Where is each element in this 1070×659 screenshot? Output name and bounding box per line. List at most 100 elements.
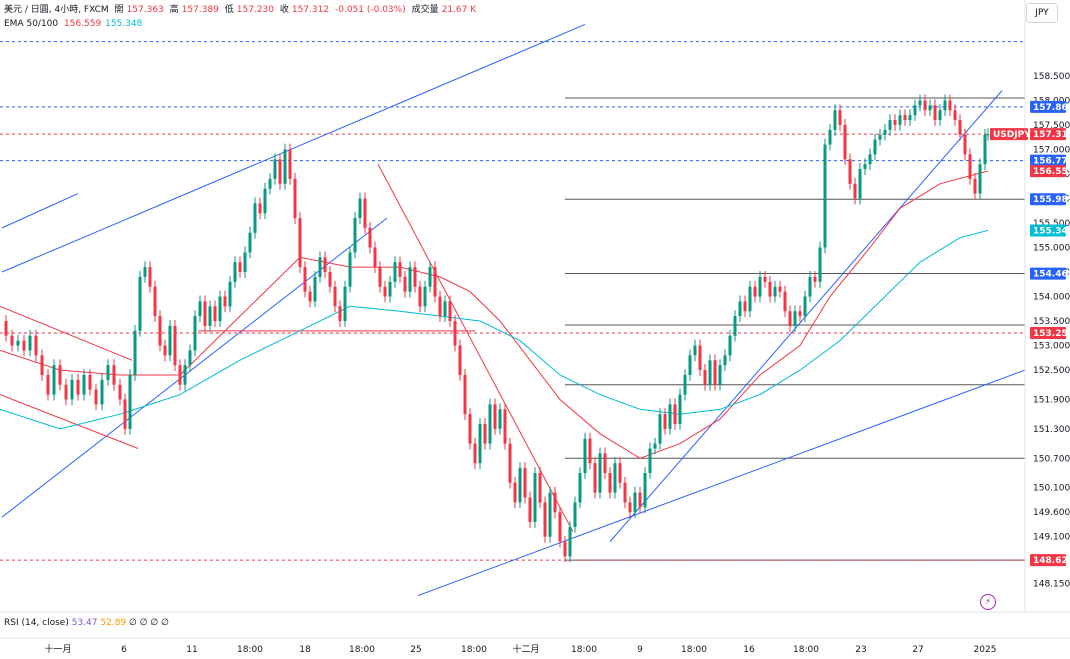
candle-body xyxy=(398,262,402,277)
price-tag-3 xyxy=(1030,165,1066,178)
candle-body xyxy=(948,100,952,111)
candle-body xyxy=(263,188,267,214)
candle-body xyxy=(763,276,767,282)
symbol-legend: 美元 / 日圓, 4小時, FXCM 開 157.363 高 157.389 低 15… xyxy=(4,4,479,16)
candle-body xyxy=(903,115,907,121)
candle-body xyxy=(563,541,567,557)
candle-body xyxy=(863,164,867,170)
candle-body xyxy=(888,120,892,130)
candle-body xyxy=(133,330,137,375)
candle-body xyxy=(843,124,847,160)
candle-body xyxy=(678,394,682,424)
high-value: 157.389 xyxy=(181,5,219,15)
candle-body xyxy=(323,257,327,273)
candle-body xyxy=(628,502,632,513)
flash-icon[interactable]: ⚡ xyxy=(980,594,996,610)
candle-body xyxy=(723,355,727,366)
price-tag-label: 155.348 xyxy=(1033,226,1070,236)
candle-body xyxy=(10,335,14,346)
candle-body xyxy=(153,286,157,317)
candle-body xyxy=(52,365,56,395)
candle-body xyxy=(718,365,722,385)
y-tick-label: 155.500 xyxy=(1033,219,1070,229)
candle-body xyxy=(248,232,252,253)
candle-body xyxy=(933,105,937,121)
candle-body xyxy=(703,370,707,385)
candle-body xyxy=(100,379,104,405)
price-tag-label: 157.869 xyxy=(1033,103,1070,113)
trendline-7 xyxy=(377,163,574,533)
y-tick-label: 150.700 xyxy=(1033,454,1070,464)
x-tick-label: 18:00 xyxy=(793,645,819,655)
candle-body xyxy=(208,306,212,326)
candle-body xyxy=(173,325,177,366)
price-tag-0 xyxy=(1030,100,1066,113)
candle-body xyxy=(128,374,132,429)
candle-body xyxy=(393,262,397,282)
ema50-line xyxy=(0,170,989,459)
candle-body xyxy=(978,164,982,194)
candle-body xyxy=(238,262,242,273)
candle-body xyxy=(358,198,362,219)
x-tick-label: 18:00 xyxy=(349,645,375,655)
y-tick-label: 150.100 xyxy=(1033,484,1070,494)
price-tag-label: 157.312 xyxy=(1033,130,1070,140)
candle-body xyxy=(983,134,987,165)
candle-body xyxy=(106,365,110,380)
candle-body xyxy=(568,526,572,557)
x-tick-label: 11 xyxy=(186,645,197,655)
candle-body xyxy=(34,335,38,356)
open-value: 157.363 xyxy=(126,5,164,15)
candle-body xyxy=(753,286,757,297)
candle-body xyxy=(708,360,712,385)
candle-body xyxy=(553,492,557,513)
y-tick-label: 151.900 xyxy=(1033,395,1070,405)
candle-body xyxy=(548,492,552,537)
low-value: 157.230 xyxy=(236,5,274,15)
candle-body xyxy=(858,169,862,199)
candle-body xyxy=(918,100,922,106)
candle-body xyxy=(258,203,262,214)
candle-body xyxy=(673,404,677,424)
candle-body xyxy=(138,276,142,331)
candle-body xyxy=(163,345,167,356)
candle-body xyxy=(453,321,457,346)
candle-body xyxy=(668,404,672,429)
candle-body xyxy=(123,399,127,429)
candle-body xyxy=(478,423,482,464)
candle-body xyxy=(598,453,602,493)
candle-body xyxy=(473,443,477,464)
candle-body xyxy=(768,281,772,297)
ema100-line xyxy=(0,229,989,430)
candle-body xyxy=(783,291,787,312)
currency-button[interactable]: JPY xyxy=(1026,3,1058,23)
trendline-0 xyxy=(1,23,586,273)
x-tick-label: 27 xyxy=(912,645,923,655)
candle-body xyxy=(608,472,612,493)
candle-body xyxy=(513,482,517,503)
price-tag-8 xyxy=(1030,554,1066,567)
ema-lines xyxy=(0,170,989,459)
price-axis-bg xyxy=(1025,0,1070,612)
candle-body xyxy=(648,448,652,473)
candle-body xyxy=(698,345,702,371)
candle-body xyxy=(168,325,172,356)
price-tag-2 xyxy=(1030,154,1066,167)
volume-label: 成交量 xyxy=(411,5,439,15)
candle-body xyxy=(986,134,990,136)
candle-body xyxy=(663,414,667,429)
candle-body xyxy=(143,267,147,277)
candle-body xyxy=(728,335,732,356)
candle-body xyxy=(653,443,657,449)
candle-body xyxy=(213,306,217,322)
candle-body xyxy=(958,120,962,135)
candle-body xyxy=(413,267,417,287)
y-tick-label: 153.500 xyxy=(1033,317,1070,327)
candle-body xyxy=(438,296,442,317)
y-tick-label: 151.300 xyxy=(1033,425,1070,435)
candle-body xyxy=(853,183,857,199)
candle-body xyxy=(483,423,487,444)
candle-body xyxy=(363,198,367,228)
trendline-4 xyxy=(417,369,1026,597)
